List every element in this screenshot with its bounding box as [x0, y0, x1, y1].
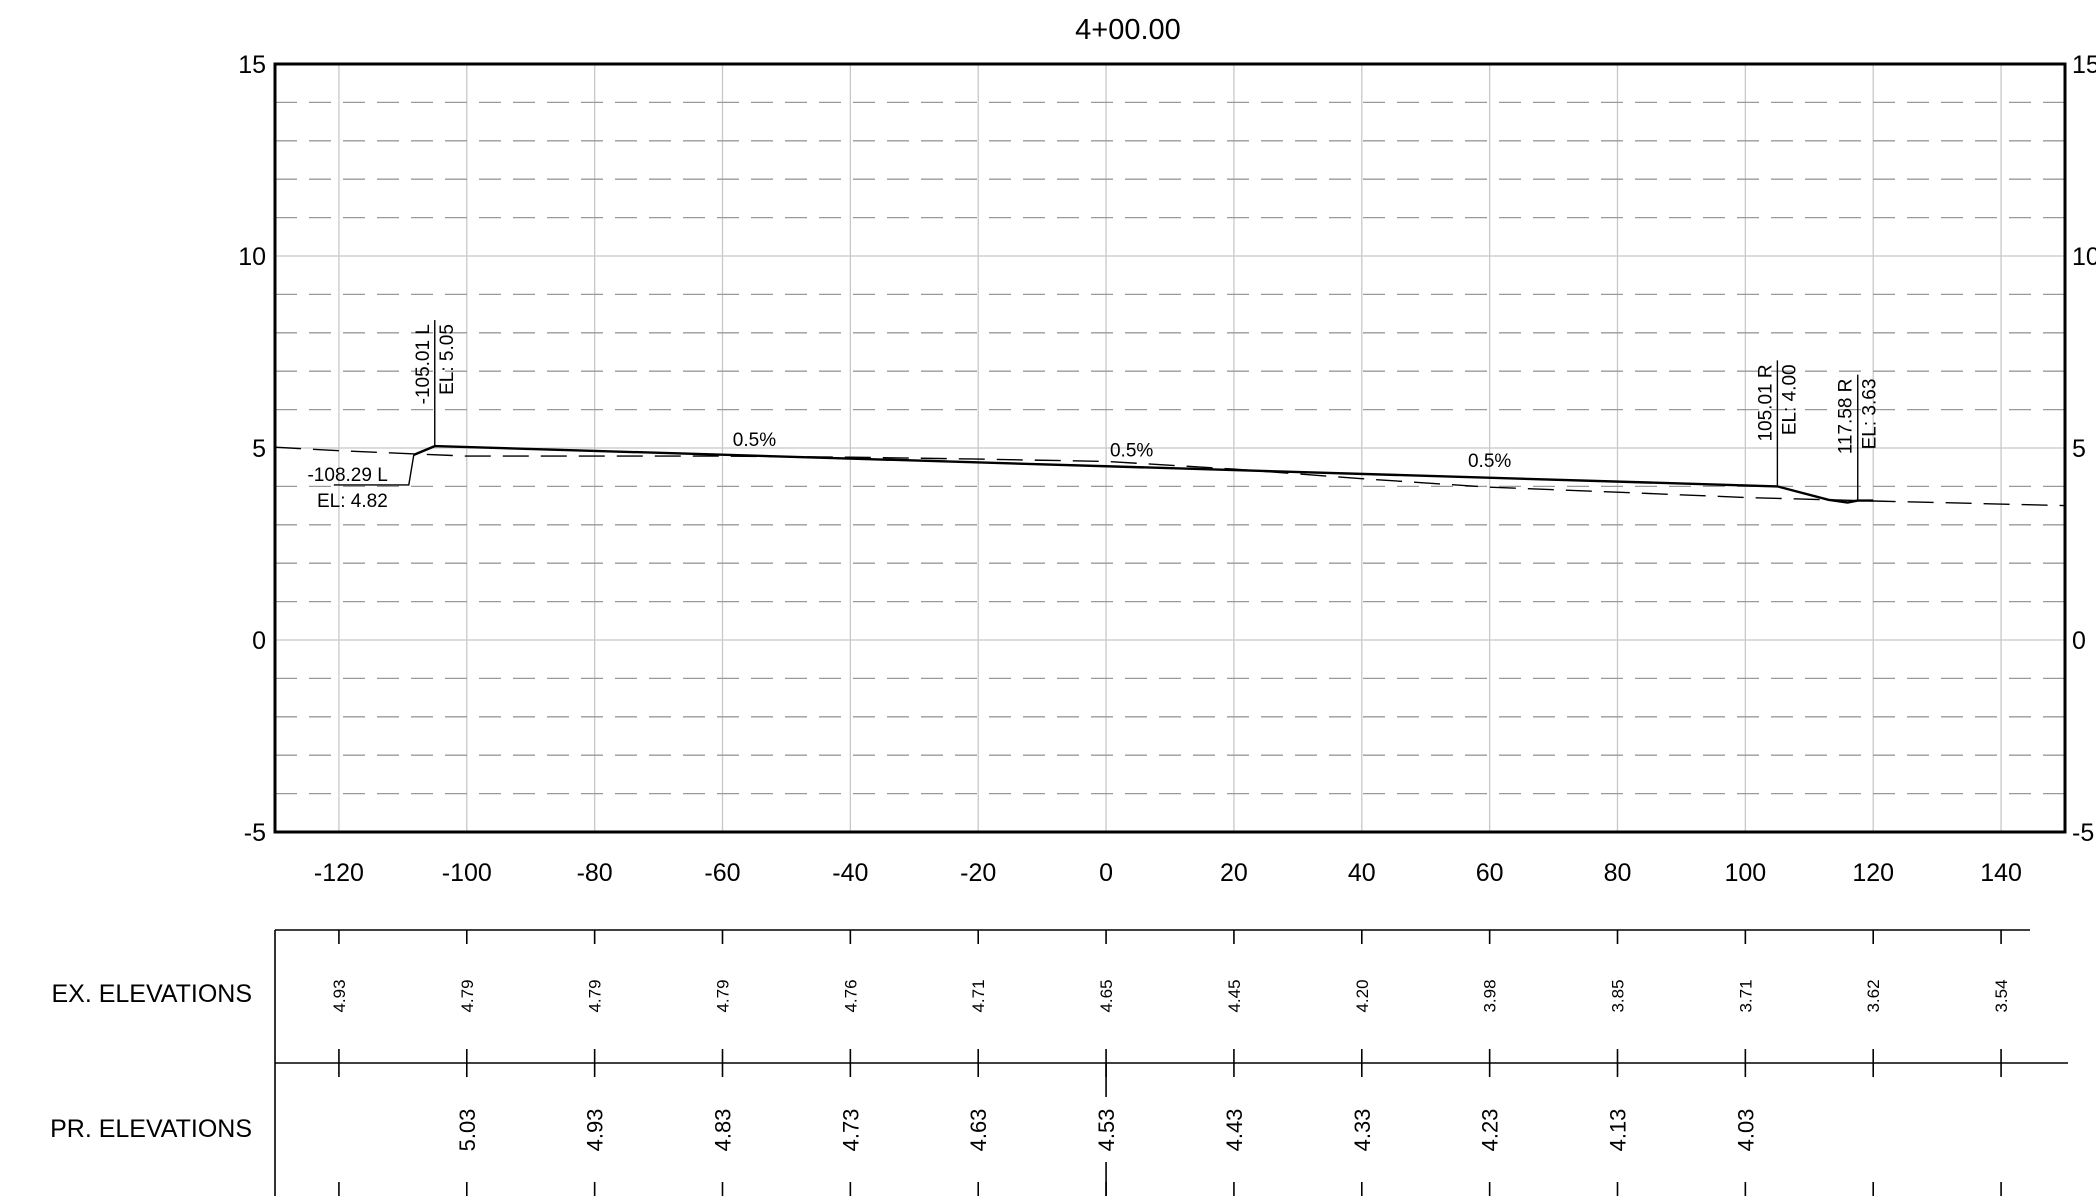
existing-elevation-value: 4.79 — [714, 979, 733, 1012]
existing-elevation-value: 4.71 — [969, 979, 988, 1012]
proposed-elevation-value: 4.23 — [1478, 1109, 1503, 1152]
right-y-tick-label: 5 — [2072, 435, 2086, 463]
right-y-tick-label: 15 — [2072, 51, 2096, 79]
x-tick-label: -20 — [960, 859, 996, 887]
y-tick-label: 10 — [238, 243, 266, 271]
existing-elevation-value: 4.93 — [330, 979, 349, 1012]
proposed-elevation-value: 4.43 — [1222, 1109, 1247, 1152]
right-y-tick-label: -5 — [2072, 819, 2094, 847]
x-tick-label: 80 — [1604, 859, 1632, 887]
offset-label: -105.01 L — [413, 324, 434, 404]
slope-label: 0.5% — [1468, 451, 1511, 472]
x-tick-label: 100 — [1724, 859, 1766, 887]
proposed-elevation-value: 5.03 — [455, 1109, 480, 1152]
slope-label: 0.5% — [733, 430, 776, 451]
right-y-tick-label: 0 — [2072, 627, 2086, 655]
proposed-elevation-value: 4.13 — [1606, 1109, 1631, 1152]
existing-ground-line — [274, 446, 2066, 507]
x-tick-label: 140 — [1980, 859, 2022, 887]
grid — [275, 64, 2065, 832]
existing-elevation-value: 4.79 — [458, 979, 477, 1012]
existing-elevation-value: 3.85 — [1609, 979, 1628, 1012]
offset-label: 117.58 R — [1836, 379, 1857, 455]
proposed-elevation-value: 4.33 — [1350, 1109, 1375, 1152]
x-tick-label: -80 — [577, 859, 613, 887]
offset-label: 105.01 R — [1755, 364, 1776, 441]
elevation-table: 4.93 4.79 4.79 4.79 4.76 4.71 4.65 4.45 4.20 3.98… — [274, 929, 2068, 1196]
slope-label: 0.5% — [1110, 441, 1153, 462]
plot-frame — [273, 62, 2067, 834]
proposed-elevation-value: 4.53 — [1094, 1109, 1119, 1152]
offset-label: -108.29 L — [307, 465, 387, 486]
y-tick-label: 0 — [252, 627, 266, 655]
existing-elevation-value: 4.76 — [841, 979, 860, 1012]
proposed-elevation-value: 4.03 — [1733, 1109, 1758, 1152]
right-y-tick-label: 10 — [2072, 243, 2096, 271]
section-title: 4+00.00 — [1075, 14, 1181, 46]
y-tick-label: 15 — [238, 51, 266, 79]
table-label-existing: EX. ELEVATIONS — [51, 980, 252, 1008]
elevation-label: EL: 4.00 — [1779, 364, 1800, 435]
existing-elevation-value: 4.20 — [1353, 979, 1372, 1012]
label-leader — [333, 454, 415, 486]
proposed-elevation-value: 4.63 — [966, 1109, 991, 1152]
elevation-label: EL: 5.05 — [437, 324, 458, 395]
profile-lines — [274, 444, 2066, 507]
x-tick-label: 120 — [1852, 859, 1894, 887]
proposed-elevation-value: 4.83 — [711, 1109, 736, 1152]
y-tick-label: -5 — [244, 819, 266, 847]
x-tick-label: -100 — [442, 859, 492, 887]
x-tick-label: 60 — [1476, 859, 1504, 887]
x-tick-label: 20 — [1220, 859, 1248, 887]
x-tick-label: -120 — [314, 859, 364, 887]
x-tick-label: 40 — [1348, 859, 1376, 887]
x-tick-label: -60 — [704, 859, 740, 887]
elevation-label: EL: 4.82 — [317, 491, 388, 512]
existing-elevation-value: 3.98 — [1481, 979, 1500, 1012]
x-tick-label: 0 — [1099, 859, 1113, 887]
annotations: 0.5% 0.5% 0.5% -105.01 L EL: 5.05 -108.29 L EL… — [307, 320, 1881, 512]
existing-elevation-value: 4.79 — [586, 979, 605, 1012]
proposed-elevation-value: 4.93 — [583, 1109, 608, 1152]
y-tick-label: 5 — [252, 435, 266, 463]
elevation-label: EL: 3.63 — [1860, 379, 1881, 450]
existing-elevation-value: 4.65 — [1097, 979, 1116, 1012]
existing-elevation-value: 4.45 — [1225, 979, 1244, 1012]
x-tick-label: -40 — [832, 859, 868, 887]
axes: -120 -100 -80 -60 -40 -20 0 20 40 60 80 100 120 14015… — [238, 51, 2096, 887]
existing-elevation-value: 3.62 — [1864, 979, 1883, 1012]
existing-elevation-value: 3.54 — [1992, 979, 2011, 1012]
proposed-elevation-value: 4.73 — [838, 1109, 863, 1152]
existing-elevation-value: 3.71 — [1736, 979, 1755, 1012]
table-label-proposed: PR. ELEVATIONS — [50, 1115, 252, 1143]
